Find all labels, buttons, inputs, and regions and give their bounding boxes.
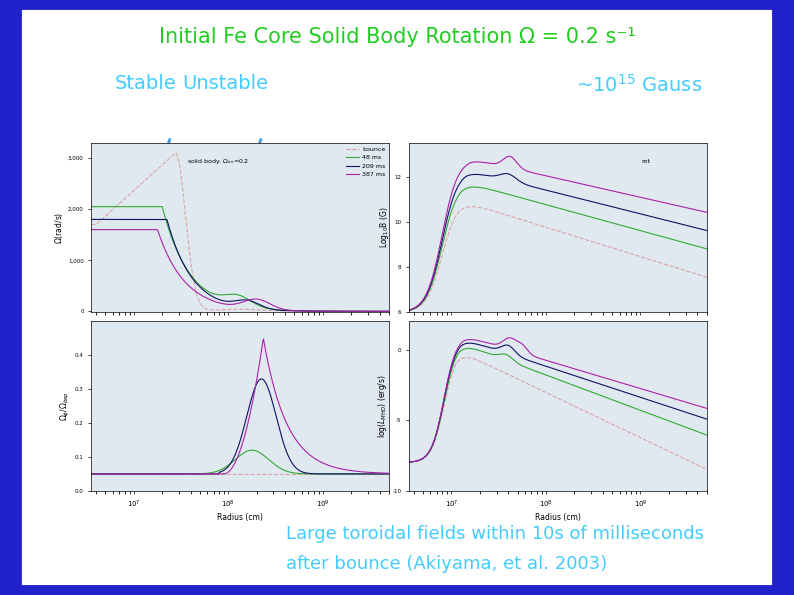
Text: rot: rot	[642, 159, 650, 164]
Y-axis label: $\Omega_\phi/\Omega_{bep}$: $\Omega_\phi/\Omega_{bep}$	[59, 391, 72, 421]
X-axis label: Radius (cm): Radius (cm)	[535, 512, 580, 522]
Text: Stable: Stable	[115, 74, 177, 93]
Y-axis label: $\Omega$(rad/s): $\Omega$(rad/s)	[53, 211, 65, 244]
Legend: bounce, 48 ms, 209 ms, 387 ms: bounce, 48 ms, 209 ms, 387 ms	[344, 144, 387, 180]
Text: solid body. $\Omega_{ini}$=0.2: solid body. $\Omega_{ini}$=0.2	[187, 157, 249, 166]
Text: Initial Fe Core Solid Body Rotation Ω = 0.2 s⁻¹: Initial Fe Core Solid Body Rotation Ω = …	[159, 27, 635, 47]
Y-axis label: Log$_{10}$B (G): Log$_{10}$B (G)	[379, 206, 391, 249]
X-axis label: Radius (cm): Radius (cm)	[218, 512, 263, 522]
Text: Large toroidal fields within 10s of milliseconds: Large toroidal fields within 10s of mill…	[286, 525, 703, 543]
Y-axis label: $\log(L_{MHD})$ (erg/s): $\log(L_{MHD})$ (erg/s)	[376, 374, 390, 438]
FancyBboxPatch shape	[24, 12, 770, 583]
Text: Unstable: Unstable	[183, 74, 268, 93]
Text: after bounce (Akiyama, et al. 2003): after bounce (Akiyama, et al. 2003)	[286, 555, 607, 572]
Text: ~10$^{15}$ Gauss: ~10$^{15}$ Gauss	[576, 74, 702, 96]
